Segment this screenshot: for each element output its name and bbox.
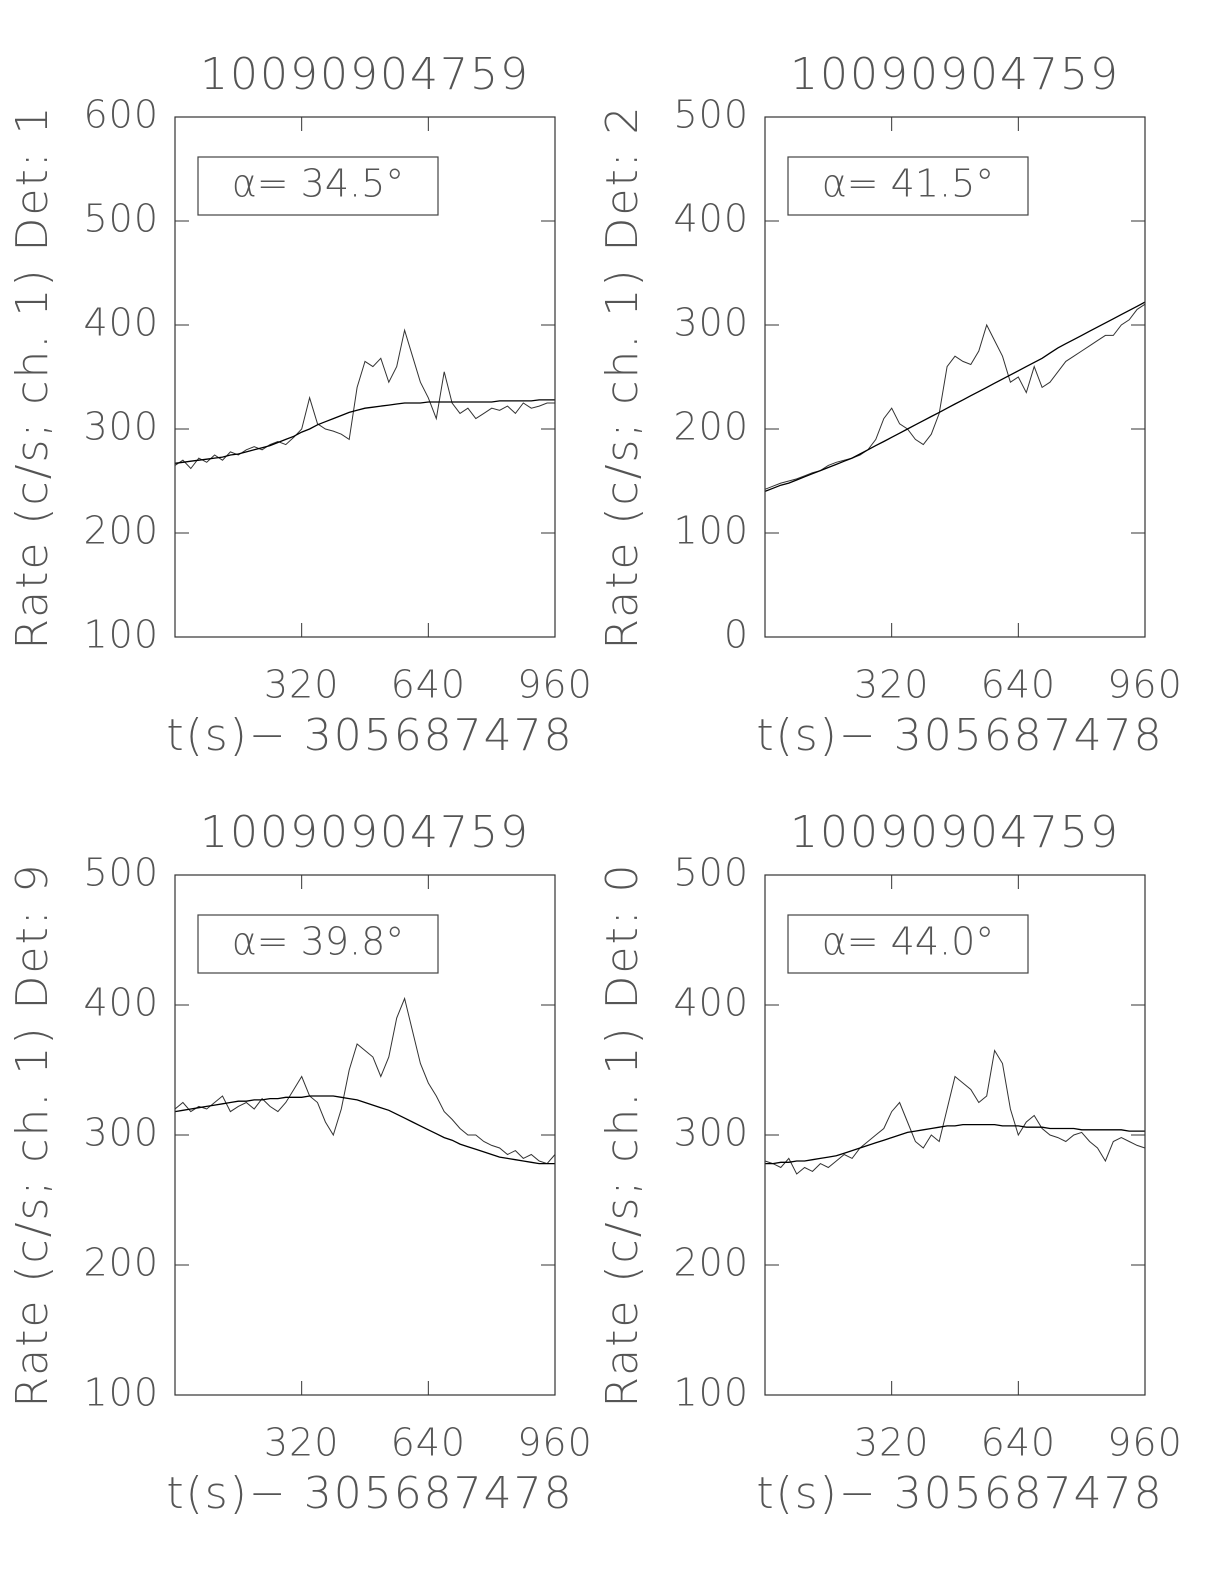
y-tick-label: 500 bbox=[83, 851, 159, 895]
y-tick-label: 0 bbox=[724, 613, 749, 657]
chart-title: 10090904759 bbox=[790, 807, 1120, 858]
x-tick-label: 640 bbox=[981, 663, 1057, 707]
y-tick-label: 500 bbox=[673, 851, 749, 895]
fit-line bbox=[765, 1123, 1145, 1165]
annotation-box bbox=[197, 914, 439, 974]
x-axis-label: t(s)− 305687478 bbox=[756, 1468, 1163, 1519]
y-tick-label: 400 bbox=[673, 197, 749, 241]
fit-line bbox=[174, 1095, 555, 1165]
x-tick-label: 320 bbox=[264, 1421, 340, 1465]
data-line bbox=[174, 328, 555, 470]
annotation-box bbox=[787, 914, 1029, 974]
annotation-box bbox=[787, 156, 1029, 216]
x-tick-label: 960 bbox=[1107, 1421, 1183, 1465]
annotation: α= 34.5° bbox=[232, 162, 405, 206]
y-axis-label: Rate (c/s; ch. 1) Det: 1 bbox=[7, 105, 58, 650]
y-axis-label: Rate (c/s; ch. 1) Det: 9 bbox=[7, 863, 58, 1408]
annotation: α= 39.8° bbox=[232, 920, 405, 964]
fit-line bbox=[764, 301, 1146, 493]
fit-line bbox=[174, 399, 555, 464]
y-tick-label: 400 bbox=[83, 981, 159, 1025]
y-tick-label: 300 bbox=[673, 301, 749, 345]
x-tick-label: 320 bbox=[854, 663, 930, 707]
data-line bbox=[764, 303, 1146, 490]
x-tick-label: 960 bbox=[517, 1421, 593, 1465]
y-tick-label: 400 bbox=[673, 981, 749, 1025]
annotation-box bbox=[197, 156, 439, 216]
y-tick-label: 400 bbox=[83, 301, 159, 345]
data-line bbox=[764, 1049, 1146, 1175]
y-tick-label: 500 bbox=[83, 197, 159, 241]
y-tick-label: 600 bbox=[83, 93, 159, 137]
plot-frame bbox=[764, 116, 1146, 638]
x-tick-label: 640 bbox=[391, 663, 467, 707]
y-tick-label: 200 bbox=[83, 509, 159, 553]
x-tick-label: 960 bbox=[1107, 663, 1183, 707]
annotation: α= 41.5° bbox=[822, 162, 995, 206]
plot-frame bbox=[174, 874, 556, 1396]
y-tick-label: 100 bbox=[83, 1371, 159, 1415]
x-tick-label: 640 bbox=[391, 1421, 467, 1465]
chart-title: 10090904759 bbox=[790, 49, 1120, 100]
y-tick-label: 300 bbox=[673, 1111, 749, 1155]
plot-frame bbox=[174, 116, 556, 638]
x-tick-label: 320 bbox=[854, 1421, 930, 1465]
y-tick-label: 100 bbox=[83, 613, 159, 657]
x-axis-label: t(s)− 305687478 bbox=[166, 1468, 573, 1519]
x-tick-label: 640 bbox=[981, 1421, 1057, 1465]
x-tick-label: 320 bbox=[264, 663, 340, 707]
x-tick-label: 960 bbox=[517, 663, 593, 707]
y-tick-label: 300 bbox=[83, 405, 159, 449]
y-tick-label: 200 bbox=[673, 405, 749, 449]
x-axis-label: t(s)− 305687478 bbox=[756, 710, 1163, 761]
chart-title: 10090904759 bbox=[200, 49, 530, 100]
y-tick-label: 200 bbox=[673, 1241, 749, 1285]
y-tick-label: 500 bbox=[673, 93, 749, 137]
y-axis-label: Rate (c/s; ch. 1) Det: 0 bbox=[597, 863, 648, 1408]
y-tick-label: 200 bbox=[83, 1241, 159, 1285]
y-tick-label: 100 bbox=[673, 1371, 749, 1415]
data-line bbox=[174, 996, 556, 1165]
y-axis-label: Rate (c/s; ch. 1) Det: 2 bbox=[597, 105, 648, 650]
y-tick-label: 300 bbox=[83, 1111, 159, 1155]
chart-title: 10090904759 bbox=[200, 807, 530, 858]
x-axis-label: t(s)− 305687478 bbox=[166, 710, 573, 761]
y-tick-label: 100 bbox=[673, 509, 749, 553]
plot-frame bbox=[764, 874, 1146, 1396]
annotation: α= 44.0° bbox=[822, 920, 995, 964]
